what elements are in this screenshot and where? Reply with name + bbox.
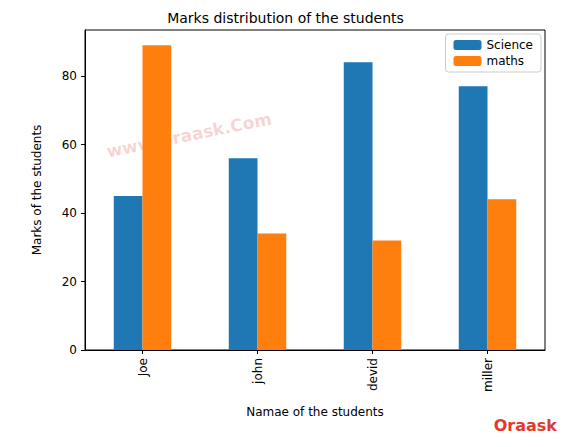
svg-text:maths: maths: [486, 54, 524, 68]
svg-text:www.Oraask.Com: www.Oraask.Com: [105, 108, 274, 161]
svg-text:40: 40: [62, 206, 77, 220]
svg-text:Science: Science: [486, 38, 533, 52]
svg-text:Namae of the students: Namae of the students: [246, 405, 384, 419]
svg-text:Marks of the students: Marks of the students: [30, 125, 44, 256]
svg-text:Marks distribution of the stud: Marks distribution of the students: [167, 10, 404, 26]
svg-text:20: 20: [62, 275, 77, 289]
svg-text:john: john: [251, 358, 265, 385]
svg-text:miller: miller: [481, 358, 495, 392]
svg-text:Oraask: Oraask: [494, 416, 558, 435]
svg-text:0: 0: [69, 343, 77, 357]
svg-text:60: 60: [62, 138, 77, 152]
svg-text:Joe: Joe: [136, 358, 150, 377]
svg-text:devid: devid: [366, 358, 380, 391]
svg-text:80: 80: [62, 69, 77, 83]
